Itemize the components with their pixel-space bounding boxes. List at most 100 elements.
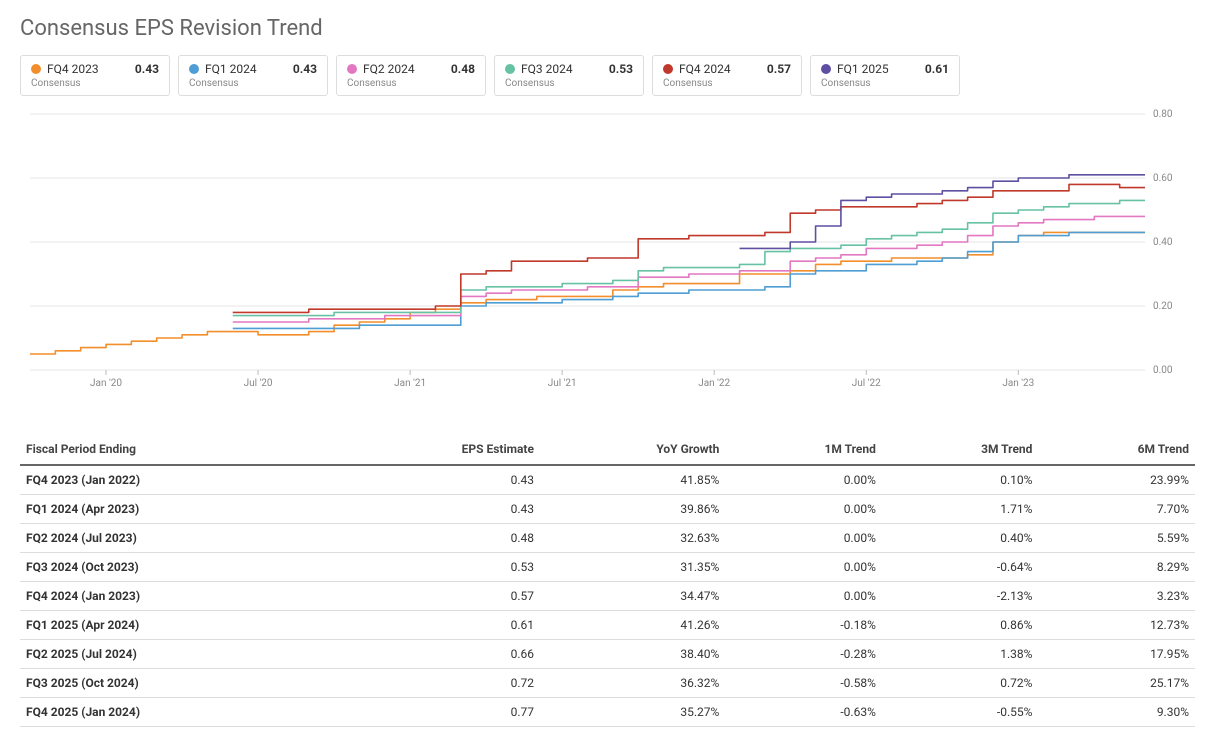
svg-text:0.80: 0.80: [1153, 109, 1173, 120]
table-cell: -0.28%: [725, 640, 882, 669]
legend-swatch: [189, 64, 199, 74]
table-cell: 0.66: [331, 640, 540, 669]
table-header: EPS Estimate: [331, 434, 540, 465]
table-row: FQ1 2025 (Apr 2024)0.6141.26%-0.18%0.86%…: [20, 611, 1195, 640]
legend-swatch: [663, 64, 673, 74]
legend-card[interactable]: FQ2 2024 0.48 Consensus: [336, 55, 486, 96]
legend-card[interactable]: FQ1 2024 0.43 Consensus: [178, 55, 328, 96]
table-cell: FQ4 2025 (Jan 2024): [20, 698, 331, 727]
table-row: FQ2 2025 (Jul 2024)0.6638.40%-0.28%1.38%…: [20, 640, 1195, 669]
table-cell: 5.59%: [1038, 524, 1195, 553]
legend-card[interactable]: FQ3 2024 0.53 Consensus: [494, 55, 644, 96]
table-cell: FQ3 2024 (Oct 2023): [20, 553, 331, 582]
table-cell: 0.00%: [725, 553, 882, 582]
table-header: Fiscal Period Ending: [20, 434, 331, 465]
table-cell: 0.00%: [725, 495, 882, 524]
table-cell: 36.32%: [540, 669, 725, 698]
table-cell: 25.17%: [1038, 669, 1195, 698]
eps-revision-chart: 0.00 0.20 0.40 0.60 0.80 Jan '20 Jul '20 Jan '2…: [20, 104, 1195, 394]
legend-sublabel: Consensus: [189, 78, 317, 89]
legend-label: FQ4 2023: [47, 62, 99, 76]
table-row: FQ2 2024 (Jul 2023)0.4832.63%0.00%0.40%5…: [20, 524, 1195, 553]
svg-text:Jan '23: Jan '23: [1002, 378, 1034, 389]
table-cell: 34.47%: [540, 582, 725, 611]
table-cell: 0.72%: [882, 669, 1039, 698]
table-cell: FQ4 2024 (Jan 2023): [20, 582, 331, 611]
legend-card[interactable]: FQ4 20240.57Consensus: [652, 55, 802, 96]
svg-text:Jan '21: Jan '21: [394, 378, 426, 389]
eps-revision-table: Fiscal Period EndingEPS EstimateYoY Grow…: [20, 434, 1195, 727]
table-cell: 17.95%: [1038, 640, 1195, 669]
legend-sublabel: Consensus: [663, 78, 791, 89]
table-row: FQ4 2024 (Jan 2023)0.5734.47%0.00%-2.13%…: [20, 582, 1195, 611]
table-row: FQ3 2024 (Oct 2023)0.5331.35%0.00%-0.64%…: [20, 553, 1195, 582]
table-cell: 0.77: [331, 698, 540, 727]
table-cell: 1.38%: [882, 640, 1039, 669]
table-row: FQ3 2025 (Oct 2024)0.7236.32%-0.58%0.72%…: [20, 669, 1195, 698]
legend-label: FQ2 2024: [363, 62, 415, 76]
table-cell: -2.13%: [882, 582, 1039, 611]
table-cell: -0.58%: [725, 669, 882, 698]
svg-text:Jul '20: Jul '20: [244, 378, 273, 389]
table-cell: 0.10%: [882, 465, 1039, 495]
table-cell: 7.70%: [1038, 495, 1195, 524]
table-header: 1M Trend: [725, 434, 882, 465]
table-row: FQ1 2024 (Apr 2023)0.4339.86%0.00%1.71%7…: [20, 495, 1195, 524]
legend-sublabel: Consensus: [505, 78, 633, 89]
svg-text:Jul '22: Jul '22: [852, 378, 881, 389]
table-cell: 41.85%: [540, 465, 725, 495]
legend-value: 0.53: [609, 62, 633, 76]
table-cell: 3.23%: [1038, 582, 1195, 611]
legend-label: FQ1 2024: [205, 62, 257, 76]
svg-text:Jan '22: Jan '22: [698, 378, 730, 389]
legend-value: 0.43: [293, 62, 317, 76]
table-cell: 12.73%: [1038, 611, 1195, 640]
table-cell: 0.40%: [882, 524, 1039, 553]
svg-text:0.40: 0.40: [1153, 237, 1173, 248]
table-cell: 0.86%: [882, 611, 1039, 640]
legend-value: 0.43: [135, 62, 159, 76]
legend-value: 0.61: [925, 62, 949, 76]
table-cell: -0.63%: [725, 698, 882, 727]
table-cell: 39.86%: [540, 495, 725, 524]
legend-card[interactable]: FQ4 2023 0.43 Consensus: [20, 55, 170, 96]
legend-label: FQ3 2024: [521, 62, 573, 76]
svg-text:Jan '20: Jan '20: [90, 378, 122, 389]
legend-sublabel: Consensus: [821, 78, 949, 89]
svg-text:0.20: 0.20: [1153, 301, 1173, 312]
table-cell: 0.00%: [725, 524, 882, 553]
legend-card[interactable]: FQ1 2025 0.61 Consensus: [810, 55, 960, 96]
legend-label: FQ4 2024: [679, 62, 731, 76]
table-cell: 32.63%: [540, 524, 725, 553]
table-cell: FQ3 2025 (Oct 2024): [20, 669, 331, 698]
table-cell: 0.43: [331, 495, 540, 524]
table-cell: 35.27%: [540, 698, 725, 727]
table-cell: -0.18%: [725, 611, 882, 640]
legend-swatch: [821, 64, 831, 74]
svg-text:0.60: 0.60: [1153, 173, 1173, 184]
table-cell: 0.53: [331, 553, 540, 582]
legend-swatch: [31, 64, 41, 74]
table-cell: 31.35%: [540, 553, 725, 582]
table-cell: 1.71%: [882, 495, 1039, 524]
svg-text:0.00: 0.00: [1153, 365, 1173, 376]
legend-swatch: [505, 64, 515, 74]
table-cell: 0.57: [331, 582, 540, 611]
table-cell: 0.72: [331, 669, 540, 698]
table-cell: 0.00%: [725, 582, 882, 611]
table-cell: -0.55%: [882, 698, 1039, 727]
table-header: YoY Growth: [540, 434, 725, 465]
svg-text:Jul '21: Jul '21: [548, 378, 577, 389]
table-cell: 8.29%: [1038, 553, 1195, 582]
table-cell: FQ4 2023 (Jan 2022): [20, 465, 331, 495]
legend-sublabel: Consensus: [31, 78, 159, 89]
legend-label: FQ1 2025: [837, 62, 889, 76]
table-cell: 0.43: [331, 465, 540, 495]
legend-sublabel: Consensus: [347, 78, 475, 89]
table-cell: FQ1 2025 (Apr 2024): [20, 611, 331, 640]
page-title: Consensus EPS Revision Trend: [20, 16, 1195, 41]
table-cell: -0.64%: [882, 553, 1039, 582]
table-cell: 38.40%: [540, 640, 725, 669]
legend-value: 0.48: [451, 62, 475, 76]
table-header: 3M Trend: [882, 434, 1039, 465]
